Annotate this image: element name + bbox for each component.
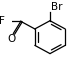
Text: O: O: [8, 34, 16, 44]
Text: Br: Br: [51, 2, 62, 12]
Text: F: F: [0, 16, 5, 26]
